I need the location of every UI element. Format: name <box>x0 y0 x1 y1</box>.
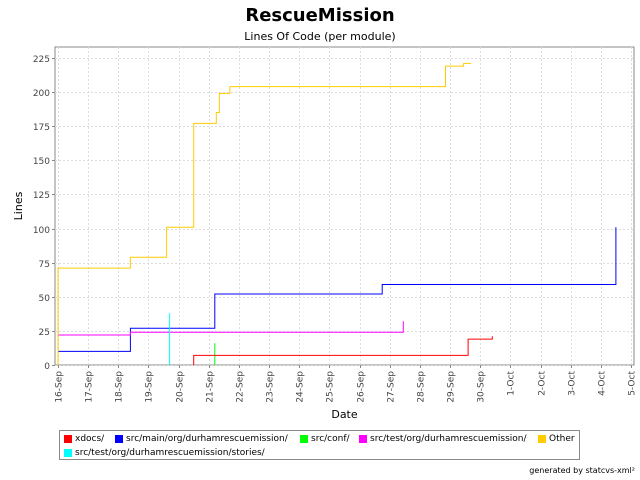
x-tick-label: 23-Sep <box>266 371 276 403</box>
y-tick-label: 175 <box>33 123 50 133</box>
x-tick-label: 20-Sep <box>176 371 186 403</box>
y-tick-label: 75 <box>39 260 50 270</box>
legend-item-src-conf: src/conf/ <box>300 434 350 444</box>
x-tick-label: 16-Sep <box>55 371 65 403</box>
x-tick-label: 1-Oct <box>507 371 517 396</box>
x-tick-label: 2-Oct <box>538 371 548 396</box>
x-tick-label: 17-Sep <box>85 371 95 403</box>
x-tick-label: 18-Sep <box>115 371 125 403</box>
x-tick-label: 24-Sep <box>296 371 306 403</box>
x-tick-label: 28-Sep <box>417 371 427 403</box>
legend-item-src-test: src/test/org/durhamrescuemission/ <box>359 434 527 444</box>
legend-swatch <box>115 435 123 443</box>
legend-item-xdocs: xdocs/ <box>64 434 104 444</box>
legend-label: xdocs/ <box>75 434 105 444</box>
x-tick-label: 22-Sep <box>236 371 246 403</box>
series-line <box>57 62 472 365</box>
legend-swatch <box>64 449 72 457</box>
x-tick-label: 21-Sep <box>206 371 216 403</box>
legend-label: src/conf/ <box>311 434 350 444</box>
chart-legend: xdocs/ src/main/org/durhamrescuemission/… <box>59 430 580 460</box>
y-axis-label: Lines <box>12 191 25 220</box>
y-tick-label: 200 <box>33 89 50 99</box>
legend-item-src-main: src/main/org/durhamrescuemission/ <box>115 434 288 444</box>
series-line <box>193 336 493 365</box>
x-tick-label: 5-Oct <box>628 371 638 396</box>
chart-title: RescueMission <box>245 5 395 26</box>
x-tick-label: 30-Sep <box>477 371 487 403</box>
x-tick-label: 4-Oct <box>598 371 608 396</box>
y-tick-label: 150 <box>33 157 50 167</box>
legend-label: Other <box>549 434 575 444</box>
x-tick-label: 19-Sep <box>145 371 155 403</box>
x-tick-label: 3-Oct <box>568 371 578 396</box>
series-line <box>57 227 617 365</box>
legend-label: src/test/org/durhamrescuemission/ <box>370 434 527 444</box>
y-tick-label: 50 <box>39 294 51 304</box>
plot-area <box>54 46 635 366</box>
generator-credit: generated by statcvs-xml² <box>529 466 635 475</box>
x-tick-label: 25-Sep <box>326 371 336 403</box>
legend-item-other: Other <box>538 434 575 444</box>
x-tick-label: 27-Sep <box>387 371 397 403</box>
x-tick-label: 26-Sep <box>357 371 367 403</box>
x-tick-label: 29-Sep <box>447 371 457 403</box>
chart-subtitle: Lines Of Code (per module) <box>244 30 396 43</box>
y-tick-label: 125 <box>33 191 50 201</box>
x-axis-label: Date <box>331 408 358 421</box>
legend-label: src/main/org/durhamrescuemission/ <box>126 434 288 444</box>
y-tick-label: 225 <box>33 55 50 65</box>
legend-swatch <box>538 435 546 443</box>
legend-swatch <box>300 435 308 443</box>
y-tick-label: 25 <box>39 328 50 338</box>
legend-swatch <box>64 435 72 443</box>
legend-label: src/test/org/durhamrescuemission/stories… <box>75 448 265 458</box>
legend-swatch <box>359 435 367 443</box>
y-tick-label: 100 <box>33 226 50 236</box>
y-tick-label: 0 <box>44 362 50 372</box>
legend-item-src-test-stories: src/test/org/durhamrescuemission/stories… <box>64 448 265 458</box>
series-line <box>58 321 404 336</box>
